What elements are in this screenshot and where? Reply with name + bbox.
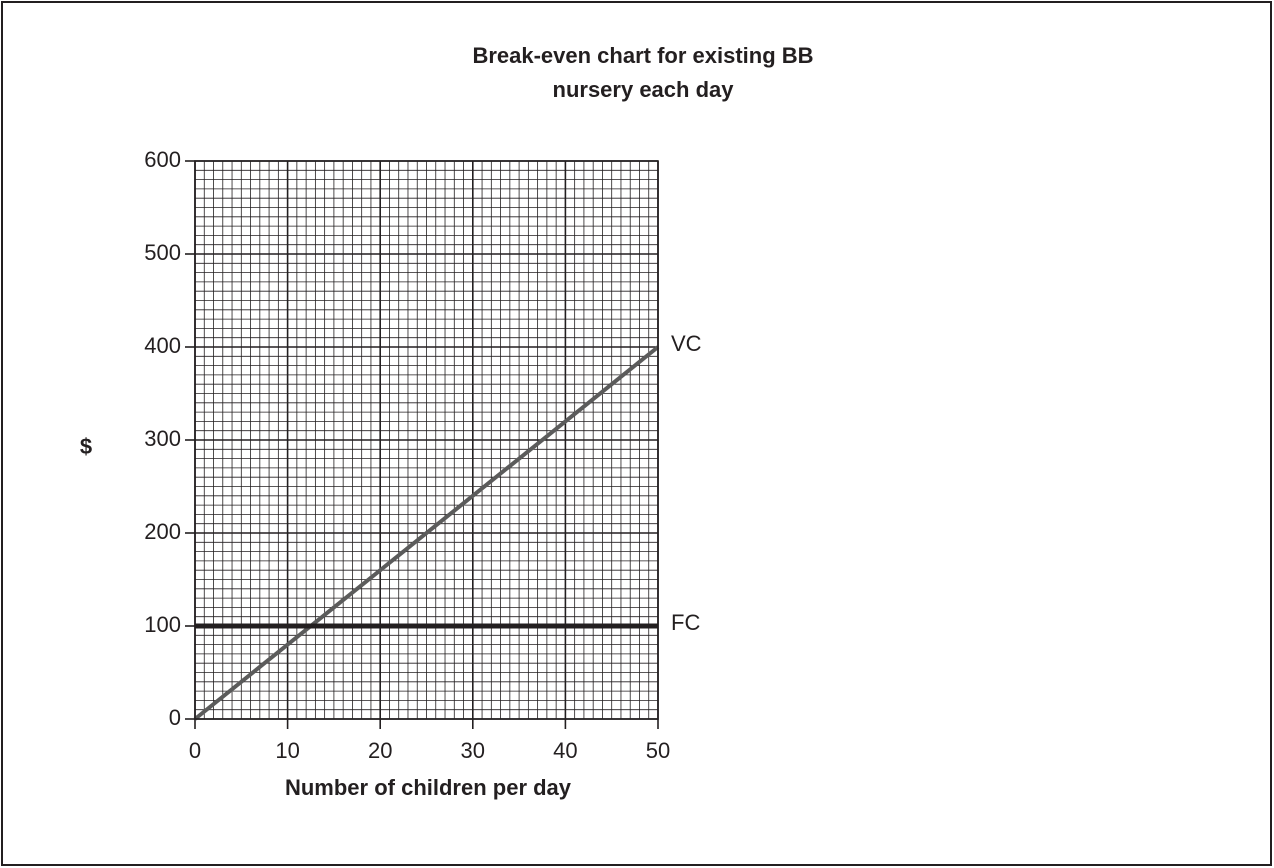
y-axis-label: $ — [80, 434, 92, 459]
y-tick-label: 200 — [144, 519, 181, 544]
x-tick-label: 40 — [553, 738, 577, 763]
x-tick-label: 20 — [368, 738, 392, 763]
y-tick-label: 400 — [144, 333, 181, 358]
series-label: VC — [671, 331, 702, 356]
y-tick-label: 600 — [144, 147, 181, 172]
plot-border — [194, 160, 659, 720]
y-tick-label: 500 — [144, 240, 181, 265]
series-label: FC — [671, 610, 700, 635]
x-tick-label: 30 — [461, 738, 485, 763]
chart-title: nursery each day — [553, 77, 735, 102]
x-axis-label: Number of children per day — [285, 775, 572, 800]
x-tick-label: 50 — [646, 738, 670, 763]
x-tick-label: 0 — [189, 738, 201, 763]
y-tick-label: 0 — [169, 705, 181, 730]
y-tick-label: 100 — [144, 612, 181, 637]
y-tick-label: 300 — [144, 426, 181, 451]
x-tick-label: 10 — [275, 738, 299, 763]
chart-title: Break-even chart for existing BB — [472, 43, 813, 68]
line-series — [193, 345, 660, 721]
